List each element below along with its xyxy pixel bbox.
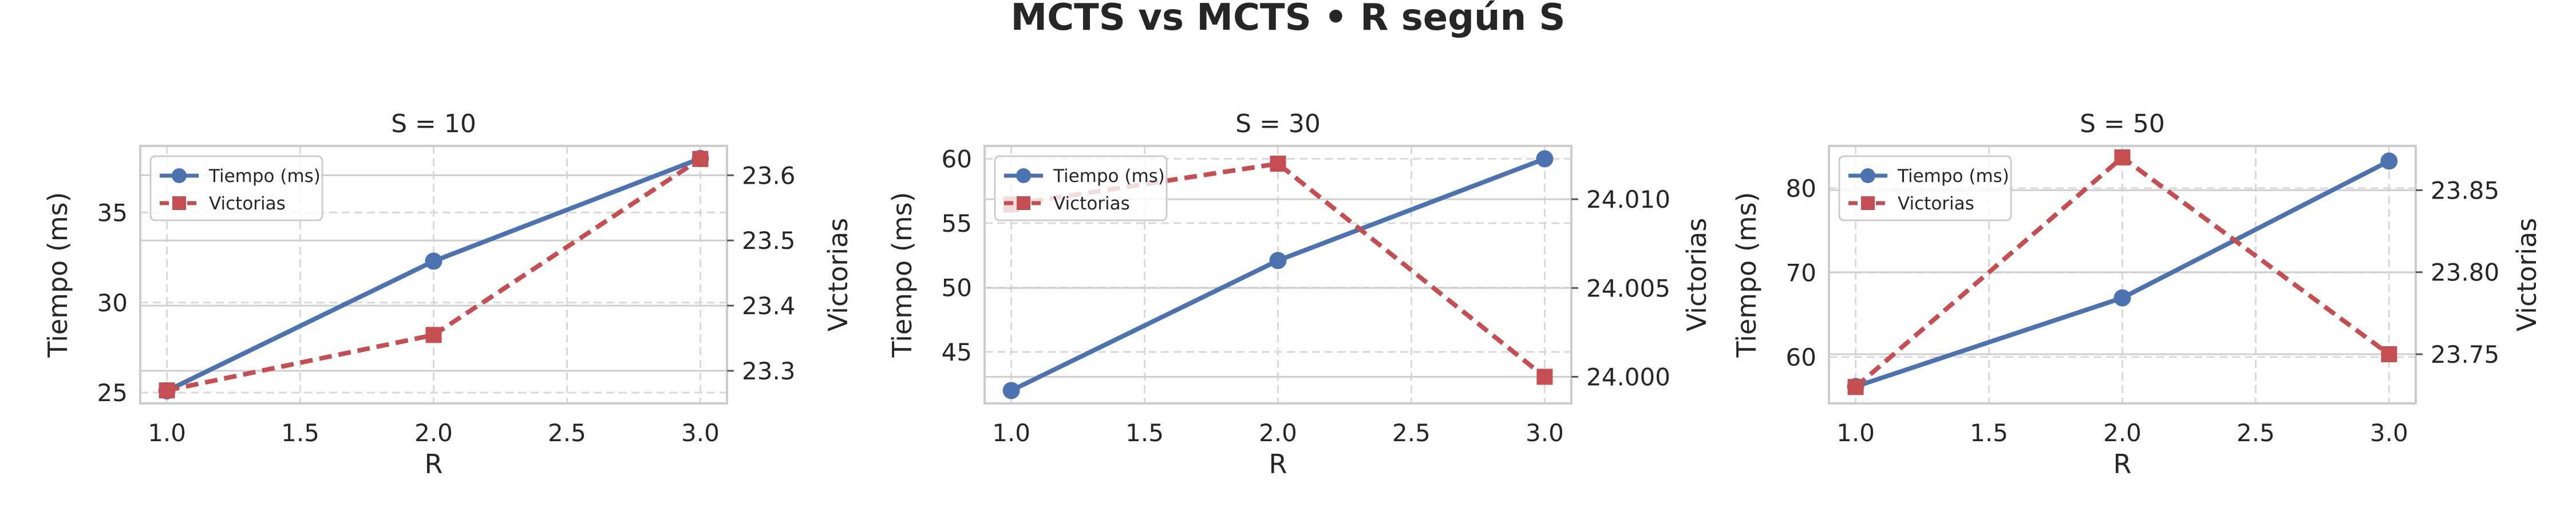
y-tick-label: 80 [1786, 175, 1816, 203]
tiempo-point [1269, 252, 1287, 270]
y2-tick-label: 23.3 [742, 357, 796, 385]
axes-frame [139, 145, 728, 405]
y-tick-label: 55 [942, 209, 972, 237]
y2-axis-label: Victorias [2511, 218, 2542, 332]
x-tick-label: 1.0 [148, 419, 186, 447]
victorias-point [1270, 156, 1286, 172]
x-tick-label: 1.0 [992, 419, 1030, 447]
y2-tick-label: 23.75 [2431, 340, 2499, 369]
y-axis-label: Tiempo (ms) [887, 192, 918, 358]
y2-tick-label: 24.000 [1586, 363, 1670, 391]
victorias-point [2381, 346, 2397, 363]
y2-tick-label: 24.010 [1586, 185, 1670, 213]
legend-marker [1017, 196, 1030, 210]
legend: Tiempo (ms) Victorias [994, 155, 1168, 221]
y-tick-label: 25 [97, 379, 128, 407]
x-axis-label: R [2113, 449, 2132, 480]
x-tick-label: 3.0 [2370, 419, 2408, 447]
chart-title: S = 30 [1235, 109, 1321, 138]
y-tick-label: 35 [97, 199, 128, 227]
chart-panel-2: S = 30 1.0 1.5 2.0 2.5 3.0 R 45 50 55 60 Tiempo (ms… [887, 109, 1712, 480]
legend-label: Tiempo (ms) [1897, 166, 2009, 187]
x-tick-label: 1.5 [1125, 419, 1164, 447]
y-tick-label: 70 [1786, 259, 1816, 287]
tiempo-point [1536, 150, 1554, 168]
legend-label: Tiempo (ms) [208, 166, 321, 187]
tiempo-point [2380, 152, 2398, 170]
y-axis-label: Tiempo (ms) [1731, 192, 1762, 358]
y-tick-label: 45 [942, 338, 972, 366]
legend-label: Victorias [209, 193, 286, 214]
y2-tick-label: 24.005 [1586, 274, 1670, 302]
y2-tick-label: 23.85 [2431, 176, 2499, 204]
legend-marker [1861, 196, 1875, 210]
y2-axis-label: Victorias [1681, 218, 1712, 332]
tiempo-point [425, 252, 442, 270]
x-tick-label: 2.0 [1259, 419, 1297, 447]
y2-tick-label: 23.5 [742, 227, 796, 255]
legend: Tiempo (ms) Victorias [149, 155, 323, 221]
x-tick-label: 2.5 [1392, 419, 1431, 447]
axes-frame [1828, 145, 2417, 405]
victorias-point [159, 382, 175, 399]
legend-label: Victorias [1053, 193, 1130, 214]
legend-marker [172, 196, 186, 210]
figure-title: MCTS vs MCTS • R según S [1010, 0, 1565, 39]
y2-tick-label: 23.4 [742, 292, 796, 320]
y2-tick-label: 23.80 [2431, 259, 2499, 287]
legend: Tiempo (ms) Victorias [1838, 155, 2012, 221]
legend-label: Tiempo (ms) [1053, 166, 1165, 187]
y-axis-label: Tiempo (ms) [42, 192, 73, 358]
y-tick-label: 50 [942, 274, 972, 302]
x-tick-label: 2.0 [2103, 419, 2142, 447]
victorias-point [692, 150, 709, 167]
axes-frame [983, 145, 1573, 405]
tiempo-point [2113, 289, 2131, 307]
x-tick-label: 2.5 [2237, 419, 2275, 447]
x-tick-label: 1.5 [281, 419, 319, 447]
tiempo-point [1002, 382, 1020, 399]
legend-marker [1860, 168, 1875, 183]
y2-tick-label: 23.6 [742, 161, 796, 189]
victorias-point [425, 327, 442, 343]
legend-marker [172, 168, 187, 183]
legend-marker [1016, 168, 1031, 183]
y-tick-label: 60 [942, 145, 972, 173]
chart-title: S = 50 [2080, 109, 2165, 138]
chart-panel-3: S = 50 1.0 1.5 2.0 2.5 3.0 R 60 70 80 Tiempo (ms) 2… [1731, 109, 2542, 480]
x-tick-label: 1.5 [1970, 419, 2008, 447]
y-tick-label: 60 [1786, 343, 1816, 371]
y2-axis-label: Victorias [823, 218, 854, 332]
x-tick-label: 1.0 [1836, 419, 1875, 447]
x-tick-label: 2.5 [548, 419, 586, 447]
legend-label: Victorias [1898, 193, 1974, 214]
victorias-point [1536, 369, 1553, 385]
y-tick-label: 30 [97, 289, 128, 317]
x-tick-label: 3.0 [1526, 419, 1564, 447]
chart-panel-1: S = 10 1.0 1.5 2.0 2.5 3.0 R 25 30 35 Tiempo (ms) 2… [42, 109, 854, 480]
victorias-point [1847, 379, 1864, 395]
x-tick-label: 2.0 [414, 419, 453, 447]
chart-title: S = 10 [391, 109, 476, 138]
x-axis-label: R [425, 449, 443, 480]
victorias-point [2114, 149, 2131, 166]
x-tick-label: 3.0 [681, 419, 720, 447]
x-axis-label: R [1269, 449, 1287, 480]
